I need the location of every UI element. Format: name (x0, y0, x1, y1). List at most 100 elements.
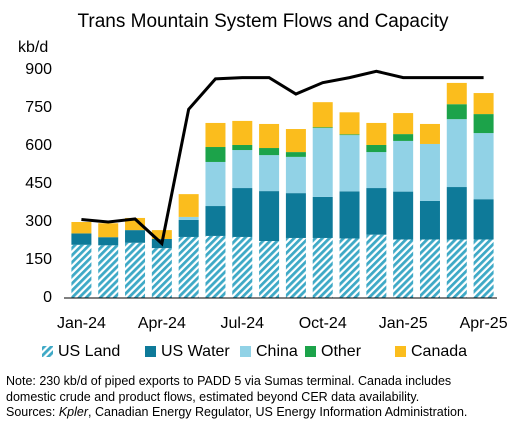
bar-segment (312, 237, 333, 298)
bar-segment (98, 237, 119, 246)
bar-segment (232, 150, 253, 189)
sources: Sources: Kpler, Canadian Energy Regulato… (6, 405, 521, 421)
bar-segment (71, 233, 92, 245)
capacity-line (81, 69, 484, 247)
legend-swatch (395, 346, 406, 357)
bar-segment (285, 237, 306, 298)
bar-segment (339, 135, 360, 192)
bar-segment (259, 191, 280, 241)
bar-segment (259, 241, 280, 298)
bar-segment (178, 216, 199, 220)
y-tick-label: 600 (25, 137, 52, 154)
bar-segment (419, 123, 440, 144)
bar-segment (205, 206, 226, 236)
bar-segment (312, 127, 333, 129)
legend-label: China (256, 343, 298, 360)
legend-label: Canada (411, 343, 467, 360)
legend-label: US Land (58, 343, 120, 360)
bar-segment (473, 239, 494, 298)
bar-segment (393, 191, 414, 240)
bar-segment (178, 236, 199, 298)
legend-swatch (305, 346, 316, 357)
x-tick-label: Jan-24 (57, 315, 106, 332)
bar-segment (232, 236, 253, 298)
x-tick-label: Jul-24 (220, 315, 264, 332)
y-axis-label: kb/d (18, 39, 48, 56)
bar-segment (446, 187, 467, 240)
bar-segment (205, 235, 226, 298)
bar-segment (285, 152, 306, 157)
bar-segment (473, 93, 494, 115)
y-tick-label: 450 (25, 175, 52, 192)
bar-segment (446, 104, 467, 120)
sources-italic: Kpler (58, 405, 89, 419)
bar-segment (366, 234, 387, 298)
y-tick-label: 750 (25, 99, 52, 116)
bar-segment (178, 194, 199, 217)
bar-segment (98, 223, 119, 238)
bar-segment (205, 161, 226, 207)
bar-segment (312, 196, 333, 238)
chart-title: Trans Mountain System Flows and Capacity (77, 11, 449, 32)
bar-segment (473, 114, 494, 134)
note-line: domestic crude and product flows, estima… (6, 389, 420, 404)
bar-segment (366, 188, 387, 235)
bar-segment (366, 144, 387, 153)
bar-segment (259, 123, 280, 149)
bar-segment (232, 188, 253, 237)
bar-segment (393, 140, 414, 192)
bar-segment (71, 222, 92, 234)
sources-lead: Sources: (6, 405, 56, 419)
bar-segment (366, 152, 387, 189)
bar-segment (446, 82, 467, 105)
chart: Trans Mountain System Flows and Capacity… (18, 11, 508, 360)
y-tick-label: 0 (43, 289, 52, 306)
x-tick-label: Oct-24 (299, 315, 347, 332)
bar-segment (205, 122, 226, 148)
x-tick-label: Apr-24 (138, 315, 186, 332)
bar-segment (125, 242, 146, 298)
bar-segment (393, 134, 414, 141)
bar-segment (339, 191, 360, 239)
note-line: Note: 230 kb/d of piped exports to PADD … (6, 374, 452, 388)
bar-segment (205, 147, 226, 162)
bar-segment (473, 199, 494, 240)
y-tick-label: 900 (25, 61, 52, 78)
y-tick-label: 300 (25, 213, 52, 230)
bar-segment (366, 122, 387, 145)
legend-swatch (240, 346, 251, 357)
bar-segment (285, 129, 306, 153)
y-tick-label: 150 (25, 251, 52, 268)
x-tick-label: Jan-25 (379, 315, 428, 332)
legend-label: Other (321, 343, 362, 360)
bar-segment (419, 143, 440, 201)
bar-segment (312, 102, 333, 128)
x-tick-label: Apr-25 (460, 315, 508, 332)
bar-segment (232, 120, 253, 145)
bar-segment (339, 238, 360, 298)
bar-segment (393, 239, 414, 298)
bar-segment (232, 144, 253, 151)
bar-segment (285, 156, 306, 194)
legend-label: US Water (161, 343, 230, 360)
bar-segment (259, 155, 280, 192)
bar-segment (473, 133, 494, 200)
bar-segment (151, 248, 172, 298)
bar-segment (339, 134, 360, 136)
legend-swatch (42, 346, 53, 357)
bar-segment (178, 219, 199, 237)
bar-segment (419, 239, 440, 298)
legend-swatch (145, 346, 156, 357)
bar-segment (98, 245, 119, 298)
bar-segment (285, 193, 306, 238)
bar-segment (125, 230, 146, 243)
bar-segment (419, 200, 440, 240)
sources-rest: , Canadian Energy Regulator, US Energy I… (88, 405, 468, 419)
bar-segment (312, 128, 333, 197)
bar-segment (71, 244, 92, 298)
bar-segment (151, 230, 172, 239)
notes: Note: 230 kb/d of piped exports to PADD … (6, 374, 521, 421)
bar-segment (259, 148, 280, 156)
bar-segment (339, 112, 360, 135)
